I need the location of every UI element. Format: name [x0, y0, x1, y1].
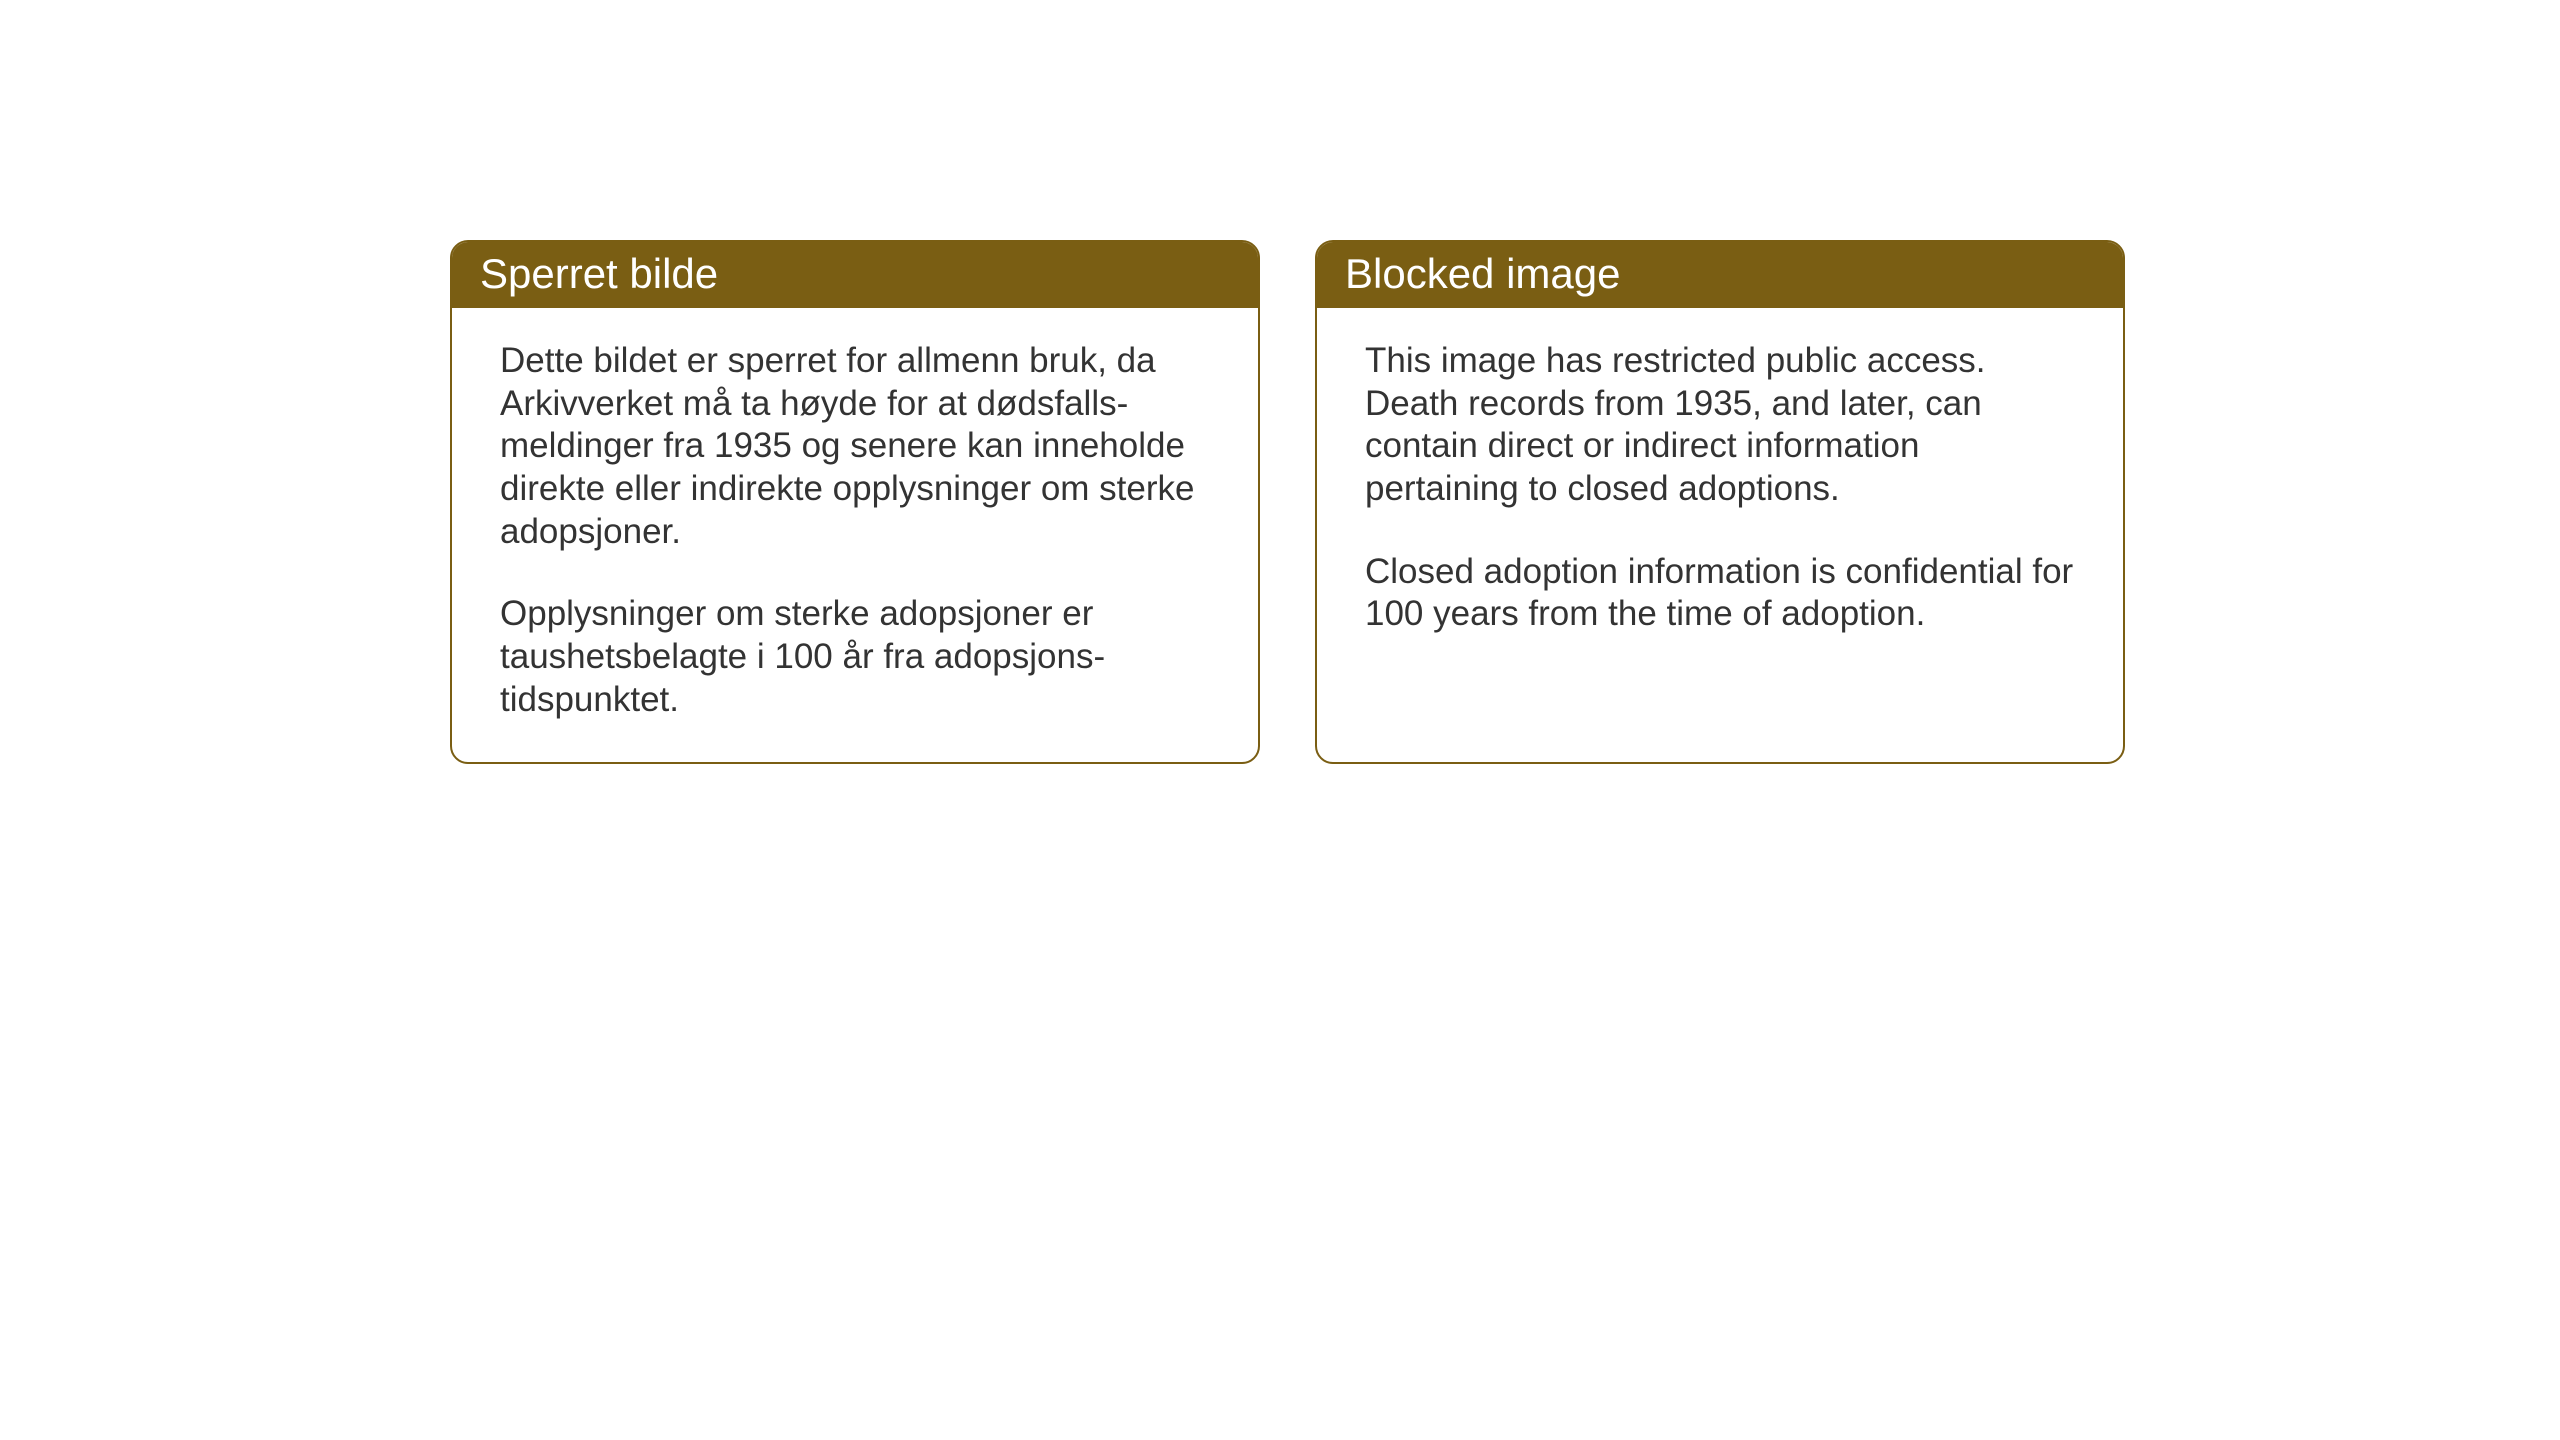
english-card: Blocked image This image has restricted …	[1315, 240, 2125, 764]
norwegian-card-body: Dette bildet er sperret for allmenn bruk…	[452, 308, 1258, 762]
norwegian-paragraph-2: Opplysninger om sterke adopsjoner er tau…	[500, 593, 1210, 721]
english-card-body: This image has restricted public access.…	[1317, 308, 2123, 676]
english-card-title: Blocked image	[1317, 242, 2123, 308]
english-paragraph-2: Closed adoption information is confident…	[1365, 551, 2075, 636]
cards-container: Sperret bilde Dette bildet er sperret fo…	[450, 240, 2125, 764]
norwegian-card-title: Sperret bilde	[452, 242, 1258, 308]
norwegian-paragraph-1: Dette bildet er sperret for allmenn bruk…	[500, 340, 1210, 553]
english-paragraph-1: This image has restricted public access.…	[1365, 340, 2075, 511]
norwegian-card: Sperret bilde Dette bildet er sperret fo…	[450, 240, 1260, 764]
